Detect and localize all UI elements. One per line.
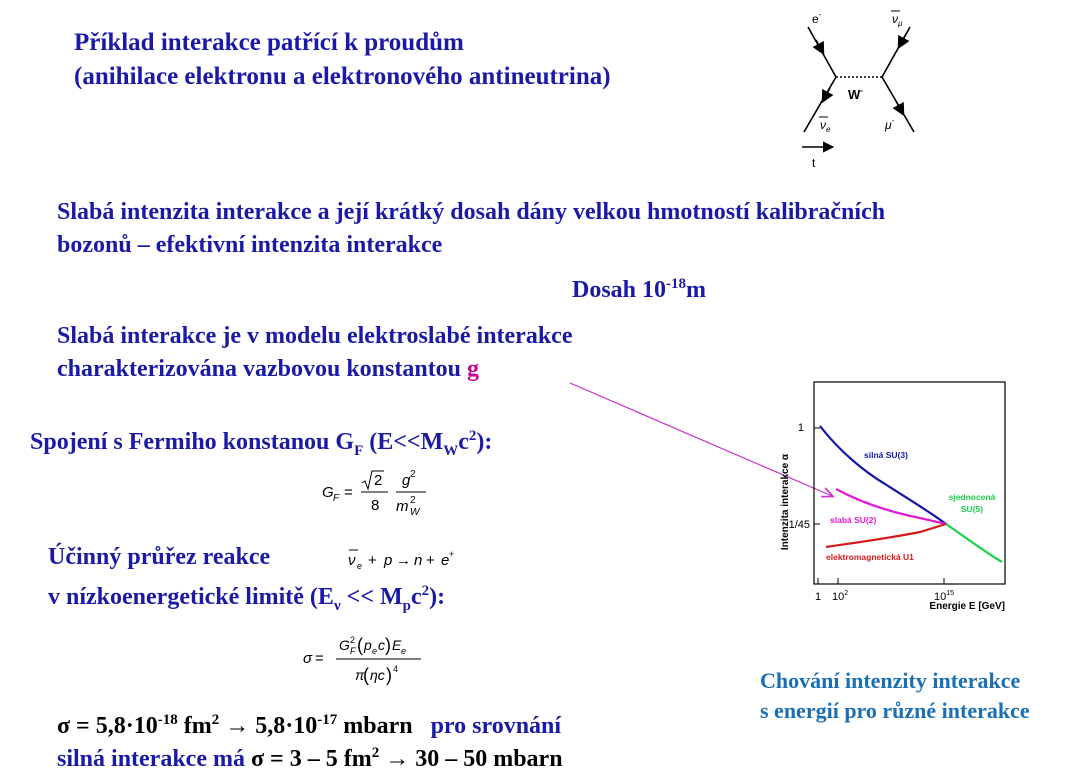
- e-arrow: [812, 39, 825, 56]
- svg-text:+: +: [368, 552, 377, 569]
- svg-text:+: +: [426, 552, 435, 569]
- intensity-line1: Slabá intenzita interakce a její krátký …: [57, 199, 886, 225]
- svg-text:): ): [385, 635, 391, 655]
- svg-text:ηc: ηc: [370, 667, 385, 683]
- cross-section-line1: Účinný průřez reakce: [48, 544, 271, 570]
- svg-text:σ: σ: [303, 650, 313, 667]
- svg-text:8: 8: [371, 497, 379, 514]
- coupling-chart: Intenzita interakce α 1 1/45 1 102 1015 …: [780, 381, 1006, 612]
- svg-text:e: e: [401, 646, 406, 656]
- compare-label: pro srovnání: [430, 713, 562, 739]
- label-em: elektromagnetická U1: [826, 552, 914, 562]
- svg-text:2: 2: [410, 469, 416, 480]
- label-nubar-mu: νμ: [892, 12, 903, 28]
- svg-text:4: 4: [393, 664, 398, 674]
- plot-caption-line1: Chování intenzity interakce: [760, 668, 1021, 693]
- x-tick-1: 1: [815, 591, 821, 603]
- svg-text:+: +: [449, 549, 454, 559]
- result-line2: silná interakce má σ = 3 – 5 fm2 → 30 – …: [57, 745, 563, 772]
- coupling-constant-g: g: [467, 356, 480, 382]
- x-tick-10-2: 102: [832, 590, 848, 603]
- svg-text:m: m: [396, 498, 409, 515]
- fermi-line: Spojení s Fermiho konstanou GF (E<<MWc2)…: [30, 428, 493, 459]
- svg-text:2: 2: [350, 635, 355, 645]
- svg-text:(: (: [363, 665, 369, 685]
- svg-text:c: c: [378, 637, 385, 653]
- y-tick-1-45: 1/45: [789, 519, 810, 531]
- result-line1: σ = 5,8·10-18 fm2 → 5,8·10-17 mbarn pro …: [57, 712, 562, 739]
- svg-text:ν: ν: [348, 552, 356, 569]
- svg-text:e: e: [372, 646, 377, 656]
- label-unified-1: sjednocená: [949, 492, 996, 502]
- label-time: t: [812, 156, 816, 170]
- range-label: Dosah 10-18m: [572, 276, 707, 303]
- svg-text:G: G: [339, 637, 350, 653]
- label-nubar-e: νe: [820, 118, 831, 134]
- series-em: [825, 522, 947, 549]
- example-subtitle: (anihilace elektronu a elektronového ant…: [74, 63, 611, 90]
- svg-text:e: e: [357, 561, 362, 571]
- label-e: e-: [812, 10, 822, 26]
- y-tick-1: 1: [798, 422, 804, 434]
- label-w: W-: [848, 86, 863, 102]
- svg-text:E: E: [392, 637, 402, 653]
- sigma-formula: σ = G 2 F ( p e c ) E e π ( ηc ) 4: [303, 635, 421, 685]
- gf-formula: G F = 2 8 g 2 m 2 W: [322, 469, 426, 518]
- cross-section-line2: v nízkoenergetické limitě (Eν << Mpc2):: [48, 583, 446, 614]
- svg-text:e: e: [441, 552, 449, 569]
- plot-frame: [813, 381, 1006, 585]
- svg-text:π: π: [355, 667, 365, 683]
- svg-text:p: p: [383, 552, 392, 569]
- svg-text:2: 2: [374, 472, 382, 489]
- label-unified-2: SU(5): [961, 504, 983, 514]
- svg-text:F: F: [333, 493, 340, 504]
- feynman-diagram: e- νμ W- νe μ- t: [802, 10, 915, 170]
- electroweak-line1: Slabá interakce je v modelu elektroslabé…: [57, 323, 573, 349]
- svg-text:): ): [386, 665, 392, 685]
- svg-text:W: W: [410, 507, 421, 518]
- svg-text:g: g: [402, 472, 411, 489]
- example-title: Příklad interakce patřící k proudům: [74, 29, 464, 56]
- x-axis-label: Energie E [GeV]: [929, 601, 1005, 612]
- reaction-formula: ν e + p → n + e +: [348, 549, 454, 571]
- svg-text:→: →: [396, 552, 411, 569]
- svg-text:=: =: [344, 484, 353, 501]
- label-mu: μ-: [884, 116, 895, 132]
- svg-text:(: (: [357, 635, 363, 655]
- label-weak: slabá SU(2): [830, 515, 876, 525]
- y-axis-label: Intenzita interakce α: [780, 453, 791, 550]
- intensity-line2: bozonů – efektivní intenzita interakce: [57, 232, 443, 258]
- svg-text:n: n: [414, 552, 422, 569]
- svg-text:=: =: [315, 650, 324, 667]
- series-unified: [945, 523, 1003, 563]
- svg-text:F: F: [350, 646, 356, 656]
- series-weak: [835, 488, 947, 526]
- series-strong: [819, 425, 947, 525]
- electroweak-line2: charakterizována vazbovou konstantou g: [57, 356, 480, 382]
- svg-text:2: 2: [410, 495, 416, 506]
- svg-text:p: p: [363, 637, 372, 653]
- x-tick-10-15: 1015: [934, 590, 954, 603]
- label-strong: silná SU(3): [864, 450, 908, 460]
- svg-text:G: G: [322, 484, 334, 501]
- plot-caption-line2: s energií pro různé interakce: [760, 698, 1030, 723]
